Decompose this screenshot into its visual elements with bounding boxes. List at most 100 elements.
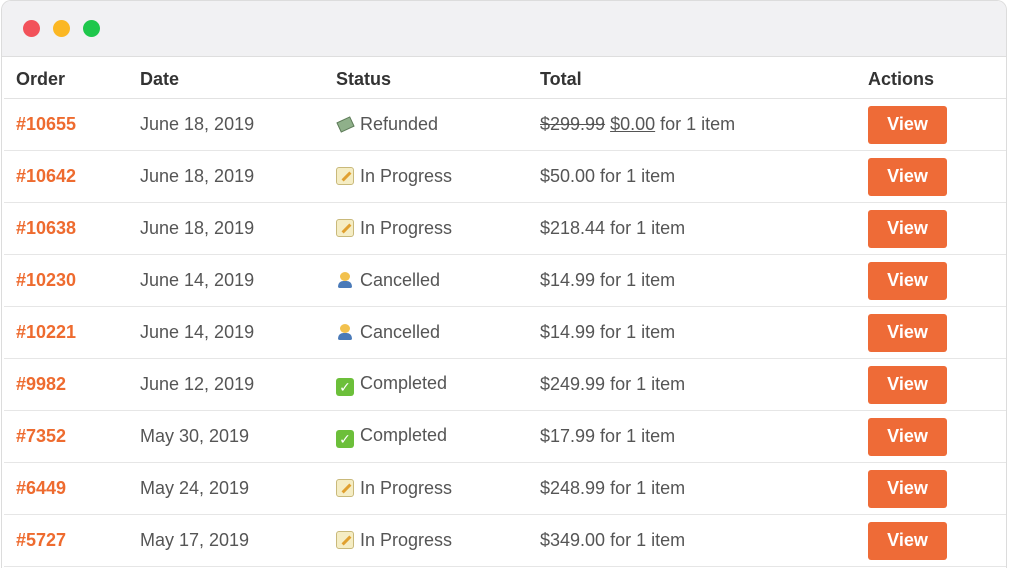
- order-status-label: Completed: [360, 373, 448, 393]
- actions-cell: View: [868, 98, 1006, 151]
- view-order-button[interactable]: View: [868, 469, 947, 508]
- money-flying-icon: [336, 115, 354, 133]
- table-row: #10230 June 14, 2019 Cancelled $14.99 for 1…: [4, 254, 1006, 307]
- order-total: $349.00 for 1 item: [540, 514, 868, 567]
- order-total-text: $218.44 for 1 item: [540, 218, 686, 238]
- status-cell: In Progress: [336, 150, 540, 203]
- table-row: #10221 June 14, 2019 Cancelled $14.99 for 1…: [4, 306, 1006, 359]
- table-header-row: Order Date Status Total Actions: [4, 61, 1006, 99]
- order-number-link[interactable]: #9982: [16, 374, 67, 394]
- order-date: June 18, 2019: [140, 202, 336, 255]
- minimize-window-icon[interactable]: [53, 20, 70, 37]
- view-order-button[interactable]: View: [868, 521, 947, 560]
- order-total: $50.00 for 1 item: [540, 150, 868, 203]
- refunded-price: $0.00: [610, 114, 656, 134]
- header-actions: Actions: [868, 61, 1006, 99]
- order-number-link[interactable]: #10230: [16, 270, 77, 290]
- order-status-label: In Progress: [360, 478, 453, 498]
- view-order-button[interactable]: View: [868, 365, 947, 404]
- status-cell: ✓ Completed: [336, 358, 540, 411]
- view-order-button[interactable]: View: [868, 261, 947, 300]
- memo-icon: [336, 219, 354, 237]
- table-row: #9982 June 12, 2019 ✓ Completed $249.99 for …: [4, 358, 1006, 411]
- order-date: May 17, 2019: [140, 514, 336, 567]
- order-cell: #6449: [4, 462, 140, 515]
- actions-cell: View: [868, 306, 1006, 359]
- order-date: May 24, 2019: [140, 462, 336, 515]
- order-date: May 30, 2019: [140, 410, 336, 463]
- order-number-link[interactable]: #10221: [16, 322, 77, 342]
- order-number-link[interactable]: #6449: [16, 478, 67, 498]
- memo-icon: [336, 531, 354, 549]
- order-status-label: Cancelled: [360, 322, 441, 342]
- order-number-link[interactable]: #10655: [16, 114, 77, 134]
- actions-cell: View: [868, 462, 1006, 515]
- order-total: $14.99 for 1 item: [540, 254, 868, 307]
- order-total: $14.99 for 1 item: [540, 306, 868, 359]
- status-cell: Refunded: [336, 98, 540, 151]
- header-order: Order: [4, 61, 140, 99]
- order-number-link[interactable]: #7352: [16, 426, 67, 446]
- header-date: Date: [140, 61, 336, 99]
- order-total: $299.99 $0.00 for 1 item: [540, 98, 868, 151]
- window-titlebar: [2, 1, 1006, 57]
- table-row: #10655 June 18, 2019 Refunded $299.99 $0.00…: [4, 98, 1006, 151]
- order-date: June 18, 2019: [140, 98, 336, 151]
- table-row: #10638 June 18, 2019 In Progress $218.44 fo…: [4, 202, 1006, 255]
- view-order-button[interactable]: View: [868, 209, 947, 248]
- view-order-button[interactable]: View: [868, 105, 947, 144]
- actions-cell: View: [868, 254, 1006, 307]
- order-date: June 14, 2019: [140, 306, 336, 359]
- order-cell: #10655: [4, 98, 140, 151]
- order-cell: #9982: [4, 358, 140, 411]
- view-order-button[interactable]: View: [868, 417, 947, 456]
- order-cell: #10638: [4, 202, 140, 255]
- order-number-link[interactable]: #5727: [16, 530, 67, 550]
- order-cell: #7352: [4, 410, 140, 463]
- order-cell: #10642: [4, 150, 140, 203]
- order-date: June 14, 2019: [140, 254, 336, 307]
- actions-cell: View: [868, 514, 1006, 567]
- order-total: $249.99 for 1 item: [540, 358, 868, 411]
- item-count-text: for 1 item: [655, 114, 736, 134]
- close-window-icon[interactable]: [23, 20, 40, 37]
- order-status-label: In Progress: [360, 218, 453, 238]
- actions-cell: View: [868, 150, 1006, 203]
- order-total-text: $14.99 for 1 item: [540, 270, 676, 290]
- original-price: $299.99: [540, 114, 606, 134]
- order-total-text: $14.99 for 1 item: [540, 322, 676, 342]
- memo-icon: [336, 167, 354, 185]
- person-icon: [336, 271, 354, 289]
- status-cell: In Progress: [336, 202, 540, 255]
- orders-table-body: #10655 June 18, 2019 Refunded $299.99 $0.00…: [4, 98, 1006, 567]
- table-row: #7352 May 30, 2019 ✓ Completed $17.99 for 1 …: [4, 410, 1006, 463]
- header-total: Total: [540, 61, 868, 99]
- order-status-label: Refunded: [360, 114, 439, 134]
- order-total-text: $50.00 for 1 item: [540, 166, 676, 186]
- person-icon: [336, 323, 354, 341]
- table-row: #5727 May 17, 2019 In Progress $349.00 for …: [4, 514, 1006, 567]
- maximize-window-icon[interactable]: [83, 20, 100, 37]
- order-cell: #10230: [4, 254, 140, 307]
- view-order-button[interactable]: View: [868, 157, 947, 196]
- status-cell: Cancelled: [336, 254, 540, 307]
- actions-cell: View: [868, 358, 1006, 411]
- order-status-label: Cancelled: [360, 270, 441, 290]
- order-total: $17.99 for 1 item: [540, 410, 868, 463]
- view-order-button[interactable]: View: [868, 313, 947, 352]
- status-cell: In Progress: [336, 462, 540, 515]
- order-number-link[interactable]: #10642: [16, 166, 77, 186]
- actions-cell: View: [868, 202, 1006, 255]
- memo-icon: [336, 479, 354, 497]
- status-cell: ✓ Completed: [336, 410, 540, 463]
- order-status-label: In Progress: [360, 166, 453, 186]
- order-total-text: $248.99 for 1 item: [540, 478, 686, 498]
- order-cell: #10221: [4, 306, 140, 359]
- check-mark-icon: ✓: [336, 378, 354, 396]
- order-cell: #5727: [4, 514, 140, 567]
- check-mark-icon: ✓: [336, 430, 354, 448]
- status-cell: In Progress: [336, 514, 540, 567]
- order-number-link[interactable]: #10638: [16, 218, 77, 238]
- order-total: $218.44 for 1 item: [540, 202, 868, 255]
